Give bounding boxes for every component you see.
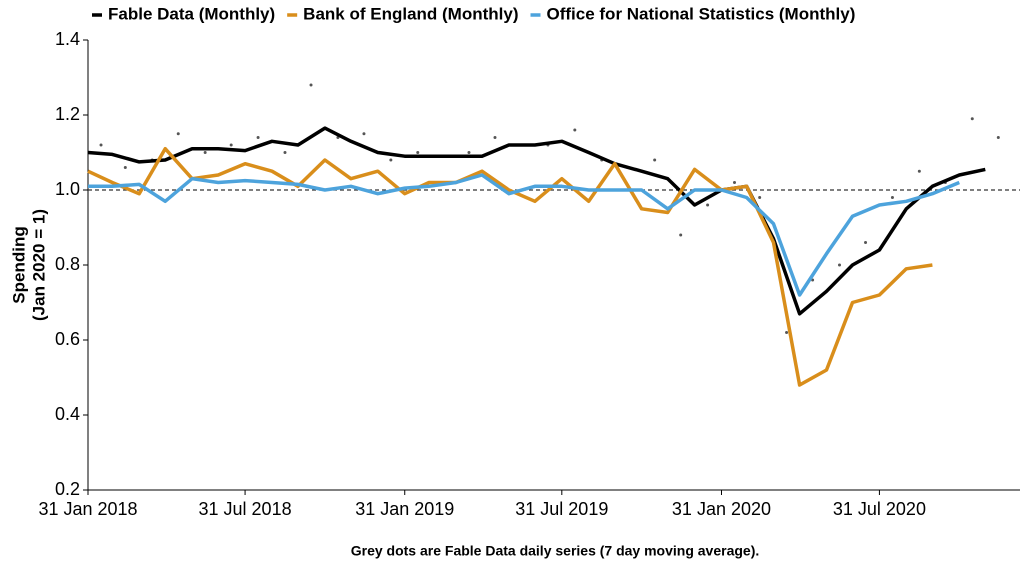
y-tick-label: 1.4	[55, 29, 80, 49]
daily-dot	[758, 196, 762, 199]
daily-dot	[362, 132, 366, 136]
y-tick-label: 0.4	[55, 404, 80, 424]
daily-dot	[890, 196, 894, 199]
legend-label: Bank of England (Monthly)	[303, 4, 518, 23]
y-tick-label: 0.2	[55, 479, 80, 499]
daily-dot	[493, 136, 497, 139]
daily-dot	[653, 158, 657, 162]
daily-dot	[732, 181, 736, 184]
daily-dot	[970, 117, 974, 121]
daily-dot	[838, 263, 842, 267]
daily-dot	[389, 158, 393, 162]
x-tick-label: 31 Jul 2020	[833, 499, 926, 519]
series-line	[87, 146, 933, 387]
y-tick-label: 0.6	[55, 329, 80, 349]
daily-dot	[283, 151, 287, 154]
daily-dot	[917, 169, 921, 173]
y-tick-label: 1.2	[55, 104, 80, 124]
daily-dot	[864, 241, 868, 244]
annotation: Grey dots are Fable Data daily series (7…	[351, 543, 760, 559]
daily-dot	[203, 151, 207, 154]
daily-dot	[309, 83, 313, 87]
x-tick-label: 31 Jul 2019	[515, 499, 608, 519]
daily-dot	[123, 166, 127, 169]
daily-dot	[99, 143, 103, 147]
y-axis-label: Spending	[9, 226, 28, 303]
daily-dot	[256, 136, 260, 139]
series-line	[88, 173, 960, 297]
daily-dot	[785, 331, 789, 334]
x-tick-label: 31 Jan 2020	[672, 499, 771, 519]
x-tick-label: 31 Jan 2018	[38, 499, 137, 519]
daily-dot	[573, 128, 577, 132]
legend-label: Office for National Statistics (Monthly)	[547, 4, 856, 23]
legend-label: Fable Data (Monthly)	[108, 4, 275, 23]
daily-dot	[416, 151, 420, 154]
y-tick-label: 0.8	[55, 254, 80, 274]
daily-dot	[467, 151, 471, 154]
series-line	[87, 126, 986, 316]
daily-dot	[996, 136, 1000, 139]
daily-dot	[706, 203, 710, 207]
x-tick-label: 31 Jul 2018	[199, 499, 292, 519]
x-tick-label: 31 Jan 2019	[355, 499, 454, 519]
y-axis-label: (Jan 2020 = 1)	[29, 209, 48, 321]
daily-dot	[176, 132, 180, 136]
daily-dot	[679, 233, 683, 237]
daily-dot	[229, 143, 233, 147]
y-tick-label: 1.0	[55, 179, 80, 199]
